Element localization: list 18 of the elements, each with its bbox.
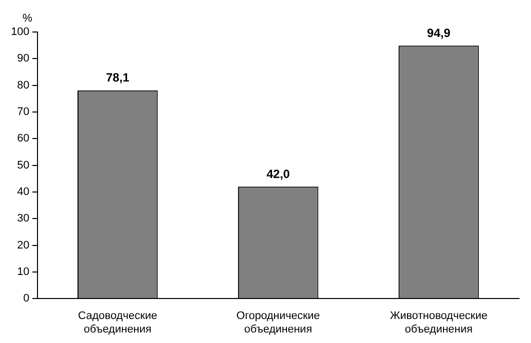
y-tick-label: 40 (17, 186, 30, 198)
y-axis-title: % (22, 12, 32, 25)
y-tick-label: 0 (23, 292, 30, 305)
data-label: 94,9 (427, 26, 451, 40)
data-label: 78,1 (106, 70, 130, 85)
data-label: 42,0 (266, 166, 290, 181)
y-tick-label: 100 (10, 26, 30, 38)
y-tick-label: 10 (17, 266, 30, 278)
y-tick-label: 60 (17, 132, 30, 145)
x-tick-label: Садоводческие объединения (78, 310, 158, 336)
x-tick-label: Огороднические объединения (236, 310, 320, 336)
y-tick-label: 80 (17, 79, 30, 92)
y-tick-label: 70 (17, 106, 30, 118)
y-tick-label: 20 (17, 239, 30, 252)
y-tick-label: 90 (17, 52, 30, 65)
x-tick-label: Животноводческие объединения (390, 310, 488, 336)
y-tick-label: 30 (17, 212, 30, 225)
y-tick-label: 50 (17, 159, 30, 172)
